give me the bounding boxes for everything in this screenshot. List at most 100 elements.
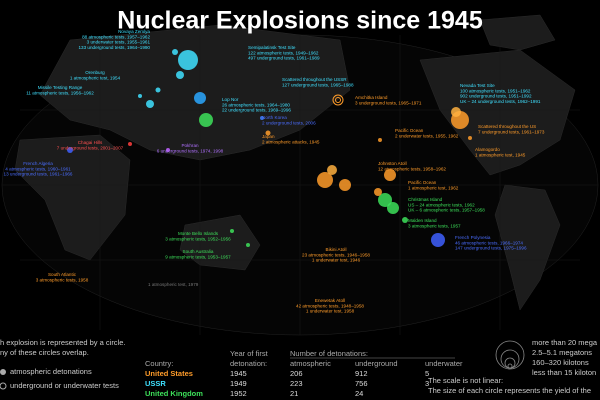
table-cell: 1952 bbox=[230, 389, 247, 398]
site-detail: 1 underwater test, 1946 bbox=[312, 258, 361, 263]
site-name: Missile Testing Range bbox=[38, 85, 83, 90]
table-cell: 5 bbox=[425, 369, 429, 378]
site-name: Bikini Atoll bbox=[326, 247, 347, 252]
south-america bbox=[494, 184, 561, 311]
site-name: South Australia bbox=[183, 249, 214, 254]
legend: h explosion is represented by a circle.n… bbox=[0, 338, 598, 395]
site-detail: 42 atmospheric tests, 1948–1958 bbox=[296, 303, 364, 308]
site-name: Novaya Zemlya bbox=[118, 29, 150, 34]
site-detail: 1 atmospheric test, 1945 bbox=[475, 152, 526, 157]
site-name: Pacific Ocean bbox=[395, 128, 424, 133]
site-name: Pacific Ocean bbox=[408, 180, 437, 185]
site-detail: 23 atmospheric tests, 1946–1958 bbox=[302, 252, 370, 257]
site-detail: 122 atmospheric tests, 1949–1962 bbox=[248, 50, 319, 55]
country-name: United Kingdom bbox=[145, 389, 203, 398]
site-detail: 26 atmospheric tests, 1964–1980 bbox=[222, 102, 290, 107]
site-name: Enewetak Atoll bbox=[315, 298, 345, 303]
site-detail: 3 atmospheric tests, 1952–1956 bbox=[165, 236, 231, 241]
north-america bbox=[419, 49, 576, 176]
site-detail: 12 atmospheric tests, 1958–1962 bbox=[378, 166, 446, 171]
site-detail: 2 underground tests, 2006 bbox=[262, 120, 316, 125]
site-name: Lop Nor bbox=[222, 97, 239, 102]
site-name: Nevada Test Site bbox=[460, 83, 495, 88]
legend-kind: underground or underwater tests bbox=[10, 381, 119, 390]
site-detail: 88 atmospheric tests, 1957–1962 bbox=[82, 34, 150, 39]
site-detail: 2 underwater tests, 1955, 1962 bbox=[395, 133, 459, 138]
site-detail: 46 atmospheric tests, 1966–1974 bbox=[455, 240, 523, 245]
legend-size-note: The scale is not linear: bbox=[428, 376, 503, 385]
site-name: Scattered throughout the US bbox=[478, 124, 536, 129]
table-header: underground bbox=[355, 359, 398, 368]
legend-size: less than 15 kiloton bbox=[532, 368, 596, 377]
table-cell: 1949 bbox=[230, 379, 247, 388]
explosion-circles bbox=[67, 49, 472, 247]
grid bbox=[2, 35, 598, 335]
site-detail: 902 underground tests, 1951–1992 bbox=[460, 94, 532, 99]
site-name: South Atlantic bbox=[48, 272, 77, 277]
table-cell: 223 bbox=[290, 379, 303, 388]
legend-note: h explosion is represented by a circle. bbox=[0, 338, 125, 347]
site-name: Pokhran bbox=[181, 143, 199, 148]
site-detail: 7 underground tests, 2001–2007 bbox=[57, 145, 124, 150]
table-cell: 912 bbox=[355, 369, 368, 378]
site-detail: 497 underground tests, 1961–1989 bbox=[248, 56, 320, 61]
site-name: Alamogordo bbox=[475, 147, 500, 152]
site-name: North Korea bbox=[262, 115, 287, 120]
site-name: Japan bbox=[262, 134, 275, 139]
site-detail: 11 atmospheric tests, 1956–1962 bbox=[26, 90, 94, 95]
site-detail: 7 underground tests, 1961–1973 bbox=[478, 129, 545, 134]
site-detail: 13 underground tests, 1961–1966 bbox=[4, 172, 73, 177]
site-name: Christmas Island bbox=[408, 197, 443, 202]
legend-size-note: The size of each circle represents the y… bbox=[428, 386, 591, 395]
greenland bbox=[479, 14, 556, 51]
table-header: Number of detonations: bbox=[290, 349, 368, 358]
legend-kind: atmospheric detonations bbox=[10, 367, 92, 376]
site-detail: 3 underwater tests, 1955–1961 bbox=[87, 40, 151, 45]
table-cell: 3 bbox=[425, 379, 429, 388]
site-name: Johnston Atoll bbox=[378, 161, 407, 166]
table-cell: 756 bbox=[355, 379, 368, 388]
legend-size: 2.5–5.1 megatons bbox=[532, 348, 592, 357]
table-header: detonation: bbox=[230, 359, 267, 368]
site-detail: 3 atmospheric tests, 1958 bbox=[36, 277, 89, 282]
site-detail: 1 atmospheric test, 1954 bbox=[70, 75, 121, 80]
site-detail: 6 underground tests, 1974, 1998 bbox=[157, 148, 224, 153]
site-name: Malden Island bbox=[408, 218, 437, 223]
site-detail: 100 atmospheric tests, 1951–1962 bbox=[460, 88, 531, 93]
table-header: Year of first bbox=[230, 349, 269, 358]
legend-size: 160–320 kilotons bbox=[532, 358, 589, 367]
site-detail: 3 atmospheric tests, 1957 bbox=[408, 223, 461, 228]
site-name: Amchitka Island bbox=[355, 95, 388, 100]
table-header: Country: bbox=[145, 359, 173, 368]
table-header: underwater bbox=[425, 359, 463, 368]
site-detail: 9 atmospheric tests, 1953–1957 bbox=[165, 254, 231, 259]
site-detail: 1 atmospheric test, 1979 bbox=[148, 282, 199, 287]
site-detail: 4 atmospheric tests, 1960–1961 bbox=[5, 166, 71, 171]
table-cell: 206 bbox=[290, 369, 303, 378]
site-name: French Polynesia bbox=[455, 235, 491, 240]
site-name: Scattered throughout the USSR bbox=[282, 77, 347, 82]
site-detail: 22 underground tests, 1969–1996 bbox=[222, 108, 291, 113]
title: Nuclear Explosions since 1945 bbox=[117, 7, 483, 35]
country-name: United States bbox=[145, 369, 193, 378]
site-detail: 3 underground tests, 1965–1971 bbox=[355, 100, 422, 105]
site-name: Semipalatinsk Test Site bbox=[248, 45, 296, 50]
site-detail: US – 24 atmospheric tests, 1962 bbox=[408, 202, 475, 207]
site-detail: 147 underground tests, 1975–1996 bbox=[455, 246, 527, 251]
eurasia bbox=[39, 24, 351, 161]
table-cell: 21 bbox=[290, 389, 298, 398]
site-name: Chagai Hills bbox=[78, 140, 103, 145]
site-detail: 1 atmospheric test, 1962 bbox=[408, 185, 459, 190]
site-name: Monte Bello Islands bbox=[178, 231, 219, 236]
country-name: USSR bbox=[145, 379, 166, 388]
table-header: atmospheric bbox=[290, 359, 331, 368]
site-detail: 1 underwater test, 1958 bbox=[306, 309, 355, 314]
site-detail: 133 underground tests, 1964–1990 bbox=[78, 45, 150, 50]
site-detail: UK – 6 atmospheric tests, 1957–1958 bbox=[408, 208, 485, 213]
table-cell: 24 bbox=[355, 389, 363, 398]
legend-note: ny of these circles overlap. bbox=[0, 348, 89, 357]
legend-size: more than 20 mega bbox=[532, 338, 598, 347]
